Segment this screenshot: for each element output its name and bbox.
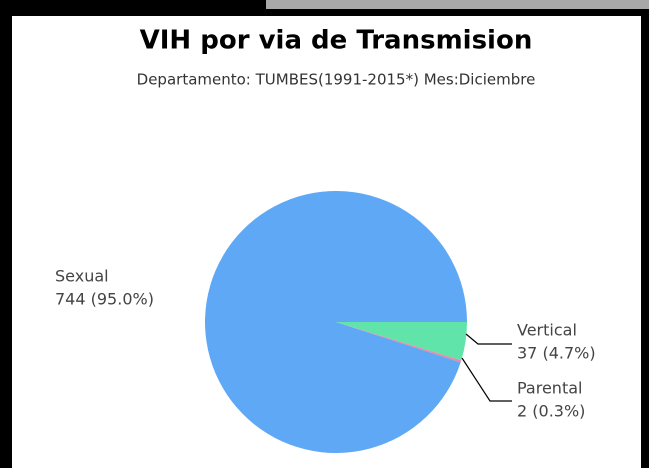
slice-label: Parental: [517, 379, 582, 398]
slice-value-label: 2 (0.3%): [517, 402, 585, 421]
chart-subtitle: Departamento: TUMBES(1991-2015*) Mes:Dic…: [137, 71, 536, 89]
slice-value-label: 37 (4.7%): [517, 344, 596, 363]
leader-line: [465, 333, 512, 345]
top-strip: [266, 0, 649, 9]
slice-label: Sexual: [55, 267, 109, 286]
slice-value-label: 744 (95.0%): [55, 290, 154, 309]
pie: [205, 191, 467, 453]
chart-title: VIH por via de Transmision: [140, 26, 533, 56]
slice-label: Vertical: [517, 321, 577, 340]
pie-slice: [336, 322, 462, 363]
leader-line: [461, 357, 512, 402]
pie-slice: [336, 322, 467, 361]
